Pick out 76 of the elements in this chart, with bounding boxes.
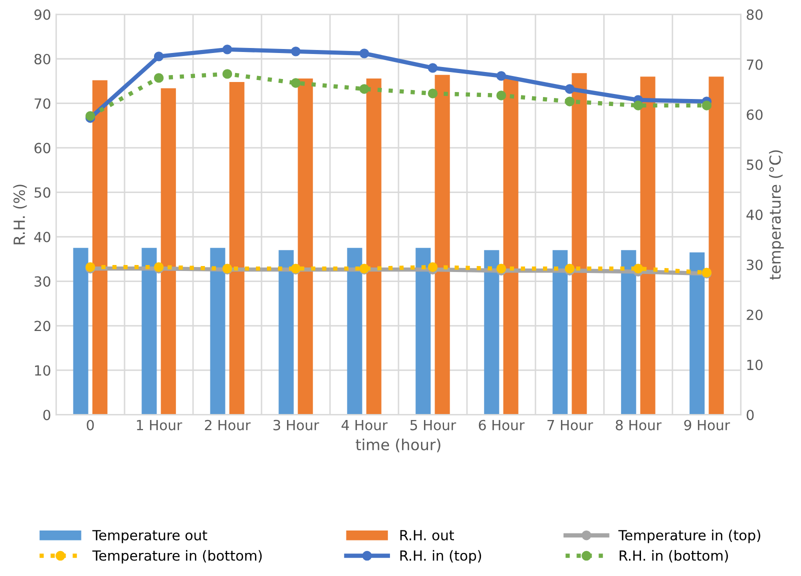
bar (503, 78, 518, 415)
bar (572, 73, 587, 415)
x-tick-label: 4 Hour (342, 420, 388, 430)
point (496, 90, 506, 100)
legend-label: R.H. out (400, 530, 454, 540)
bar (229, 82, 244, 415)
y2-tick-label: 30 (746, 260, 763, 270)
point (290, 78, 301, 88)
y-tick-label: 70 (34, 98, 50, 109)
y-tick-label: 50 (34, 187, 50, 198)
point (222, 69, 232, 79)
y2-tick-label: 60 (746, 109, 763, 120)
x-tick-label: 7 Hour (548, 420, 594, 430)
legend-label: Temperature in (top) (618, 530, 760, 544)
x-tick-label: 2 Hour (204, 420, 251, 430)
y-tick-label: 10 (35, 365, 50, 376)
bar (708, 76, 724, 415)
y2-tick-label: 50 (746, 159, 763, 170)
x-tick-label: 5 Hour (410, 420, 456, 430)
bar (160, 88, 176, 415)
x-tick-label: 8 Hour (616, 420, 662, 430)
point (564, 84, 575, 94)
bar (416, 248, 431, 415)
point (359, 48, 370, 58)
point (359, 84, 370, 94)
point (428, 88, 438, 98)
y-axis-title: R.H. (%) (13, 184, 27, 244)
y2-tick-label: 70 (746, 59, 763, 70)
bar (347, 248, 362, 415)
y-tick-label: 30 (34, 276, 50, 287)
x-tick-label: 9 Hour (684, 420, 730, 430)
x-tick-label: 6 Hour (478, 420, 525, 430)
bar (552, 250, 568, 415)
point (564, 96, 575, 106)
y-tick-label: 90 (34, 9, 50, 20)
y2-tick-label: 0 (746, 410, 754, 420)
point (154, 52, 164, 62)
y2-axis-title: temperature (°C) (769, 150, 784, 280)
legend-label: R.H. in (top) (400, 550, 482, 564)
point (428, 262, 438, 272)
y-tick-label: 40 (34, 232, 50, 242)
bar (690, 252, 705, 415)
y-tick-label: 20 (34, 320, 50, 332)
bar (298, 78, 313, 415)
y-tick-label: 0 (43, 410, 50, 420)
y2-tick-label: 80 (746, 9, 763, 20)
point (702, 100, 712, 110)
x-tick-label: 0 (86, 420, 94, 430)
bar (278, 250, 294, 415)
bar (434, 74, 450, 415)
bar (92, 80, 108, 415)
point (290, 46, 301, 56)
point (496, 71, 506, 81)
bar (484, 250, 500, 415)
point (633, 264, 644, 274)
y2-tick-label: 40 (746, 210, 763, 220)
y2-tick-label: 20 (746, 310, 763, 320)
x-tick-label: 3 Hour (273, 420, 320, 430)
point (428, 63, 438, 73)
y-tick-label: 80 (34, 54, 50, 64)
x-axis-title: time (hour) (356, 438, 440, 452)
bar (73, 248, 88, 415)
bar (640, 76, 656, 415)
legend-label: Temperature out (92, 530, 208, 544)
point (154, 73, 164, 83)
bar (142, 248, 157, 415)
legend-label: R.H. in (bottom) (620, 550, 728, 562)
point (633, 100, 644, 110)
point (222, 44, 232, 54)
bar (210, 248, 226, 415)
y-tick-label: 60 (34, 142, 50, 154)
x-tick-label: 1 Hour (136, 420, 182, 430)
bar (366, 78, 382, 415)
y2-tick-label: 10 (747, 360, 763, 370)
legend-label: Temperature in (bottom) (92, 550, 262, 564)
bar (621, 250, 636, 415)
